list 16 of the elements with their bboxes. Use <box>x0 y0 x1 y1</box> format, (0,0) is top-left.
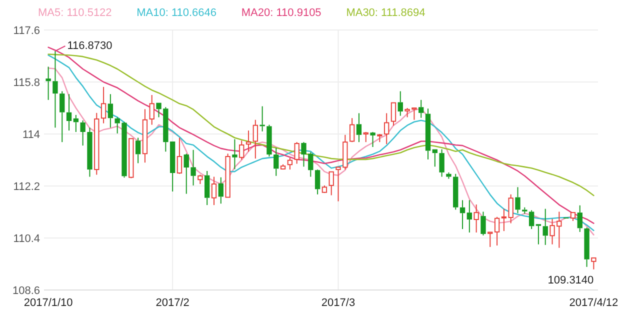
text: MA20: 110.9105 <box>241 7 322 19</box>
x-tick-label: 2017/3 <box>321 297 356 309</box>
text: MA5: 110.5122 <box>38 7 112 19</box>
text: MA30: 111.8694 <box>346 7 426 19</box>
x-tick-label: 2017/2 <box>156 297 190 309</box>
y-tick-label: 117.6 <box>13 24 40 37</box>
annotation: 116.8730 <box>67 40 112 52</box>
x-tick-label: 2017/1/10 <box>24 297 73 309</box>
y-tick-label: 115.8 <box>13 76 40 89</box>
annotation: 109.3140 <box>548 274 594 286</box>
y-tick-label: 110.4 <box>13 232 40 245</box>
y-tick-label: 108.6 <box>12 284 40 297</box>
y-tick-label: 112.2 <box>13 180 40 193</box>
text: MA10: 110.6646 <box>136 7 217 19</box>
x-tick-label: 2017/4/12 <box>569 297 618 309</box>
y-tick-label: 114 <box>22 128 40 141</box>
